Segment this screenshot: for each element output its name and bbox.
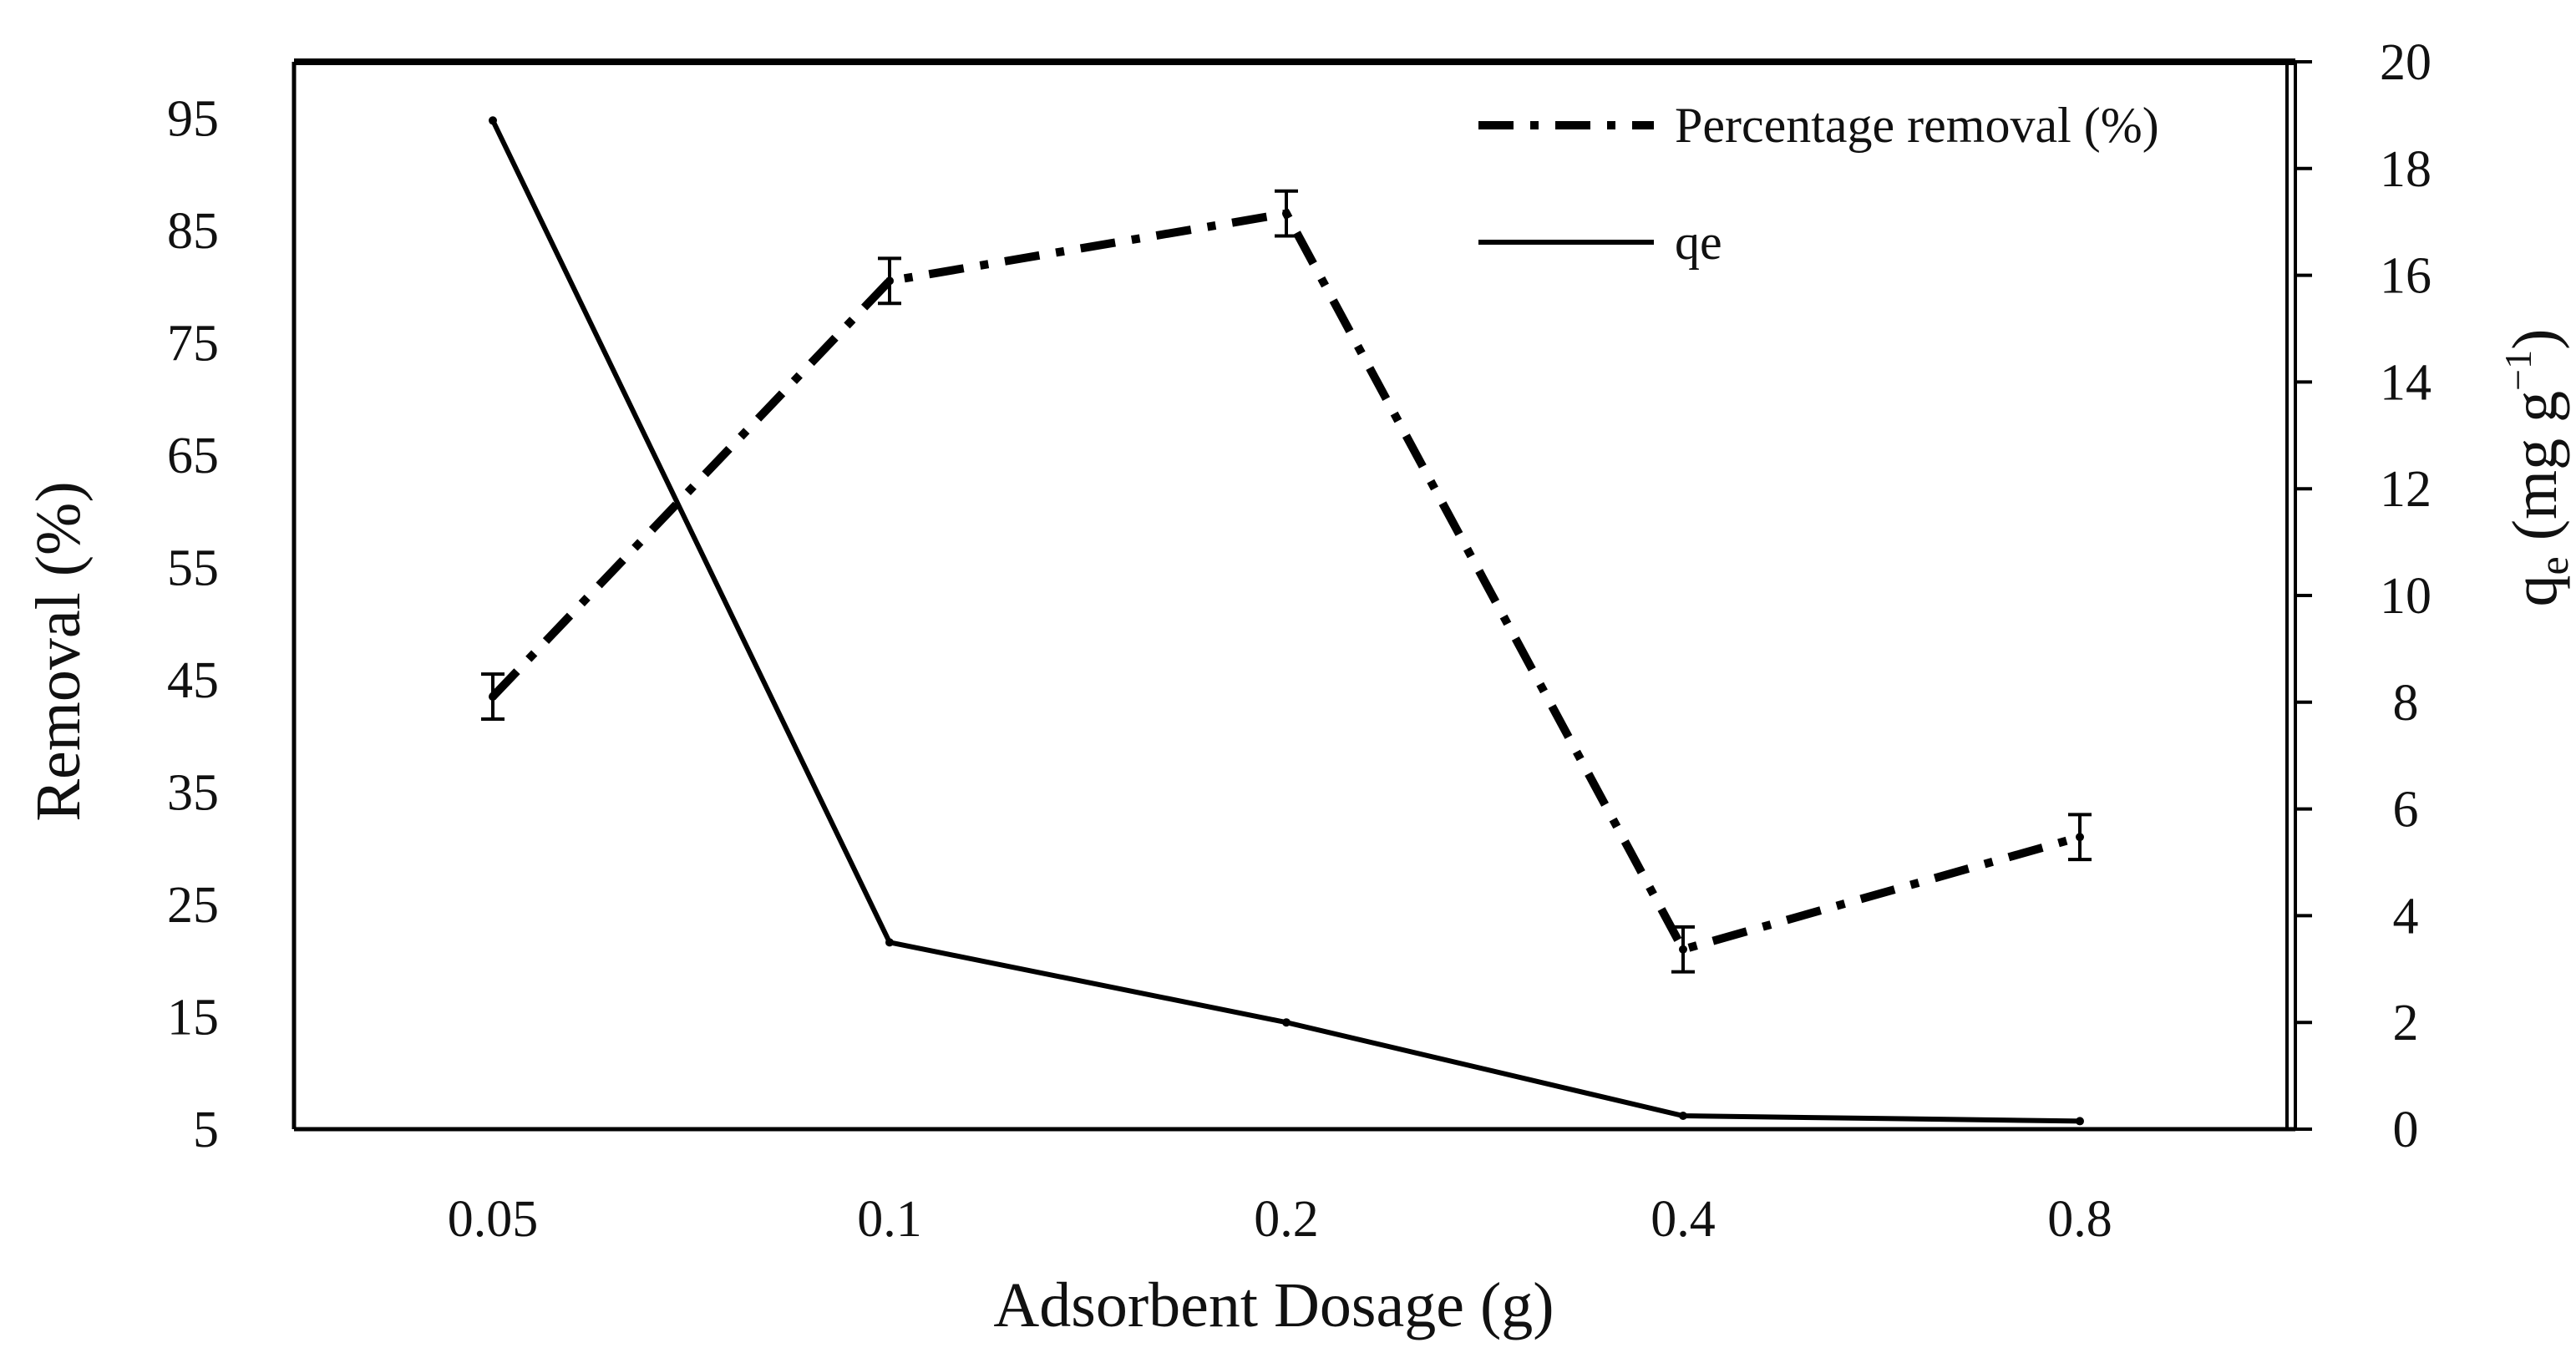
left-tick-label: 55 <box>167 540 219 596</box>
left-tick-label: 95 <box>167 90 219 147</box>
qe-point <box>1282 1018 1291 1027</box>
legend-label: qe <box>1675 215 1722 270</box>
qe-point <box>489 116 497 125</box>
qe-point <box>2076 1117 2084 1126</box>
x-tick-label: 0.1 <box>857 1191 922 1248</box>
legend: Percentage removal (%) qe <box>1478 98 2159 270</box>
right-tick-label: 2 <box>2393 995 2419 1051</box>
left-tick-label: 25 <box>167 877 219 934</box>
right-axis: 0 2 4 6 8 10 12 14 16 18 20 <box>2295 34 2431 1158</box>
legend-label: Percentage removal (%) <box>1675 98 2159 153</box>
right-axis-title-unit: (mg g <box>2500 391 2570 556</box>
right-tick-label: 20 <box>2380 34 2431 91</box>
left-tick-label: 45 <box>167 652 219 709</box>
x-tick-label: 0.4 <box>1651 1191 1716 1248</box>
qe-line <box>490 119 2081 1124</box>
left-axis: 5 15 25 35 45 55 65 75 85 95 <box>167 90 219 1158</box>
right-axis-title-main: q <box>2500 575 2570 606</box>
left-tick-label: 65 <box>167 428 219 484</box>
right-tick-label: 16 <box>2380 248 2431 305</box>
left-tick-label: 35 <box>167 764 219 821</box>
qe-point <box>885 938 894 947</box>
qe-point <box>1679 1112 1687 1121</box>
right-axis-title-close: ) <box>2500 329 2570 350</box>
x-axis-title: Adsorbent Dosage (g) <box>993 1270 1554 1340</box>
right-tick-label: 6 <box>2393 782 2419 839</box>
left-axis-title: Removal (%) <box>23 481 94 821</box>
right-tick-label: 12 <box>2380 461 2431 518</box>
right-tick-label: 8 <box>2393 675 2419 732</box>
removal-line <box>489 209 2082 955</box>
right-axis-title-sub: e <box>2530 556 2576 575</box>
series-layer <box>481 116 2092 1126</box>
x-tick-label: 0.05 <box>448 1191 539 1248</box>
x-tick-label: 0.2 <box>1254 1191 1319 1248</box>
right-tick-label: 18 <box>2380 141 2431 198</box>
left-tick-label: 75 <box>167 315 219 372</box>
x-tick-label: 0.8 <box>2047 1191 2112 1248</box>
left-tick-label: 85 <box>167 203 219 260</box>
right-tick-label: 0 <box>2393 1102 2419 1158</box>
right-tick-label: 10 <box>2380 568 2431 625</box>
left-tick-label: 5 <box>193 1102 219 1158</box>
x-axis: 0.05 0.1 0.2 0.4 0.8 <box>448 1191 2112 1248</box>
right-tick-label: 4 <box>2393 888 2419 945</box>
right-tick-label: 14 <box>2380 354 2431 411</box>
right-axis-title: qe (mg g−1) <box>2497 329 2576 607</box>
left-tick-label: 15 <box>167 989 219 1046</box>
plot-frame <box>292 58 2297 1132</box>
right-axis-title-sup: −1 <box>2497 350 2539 391</box>
